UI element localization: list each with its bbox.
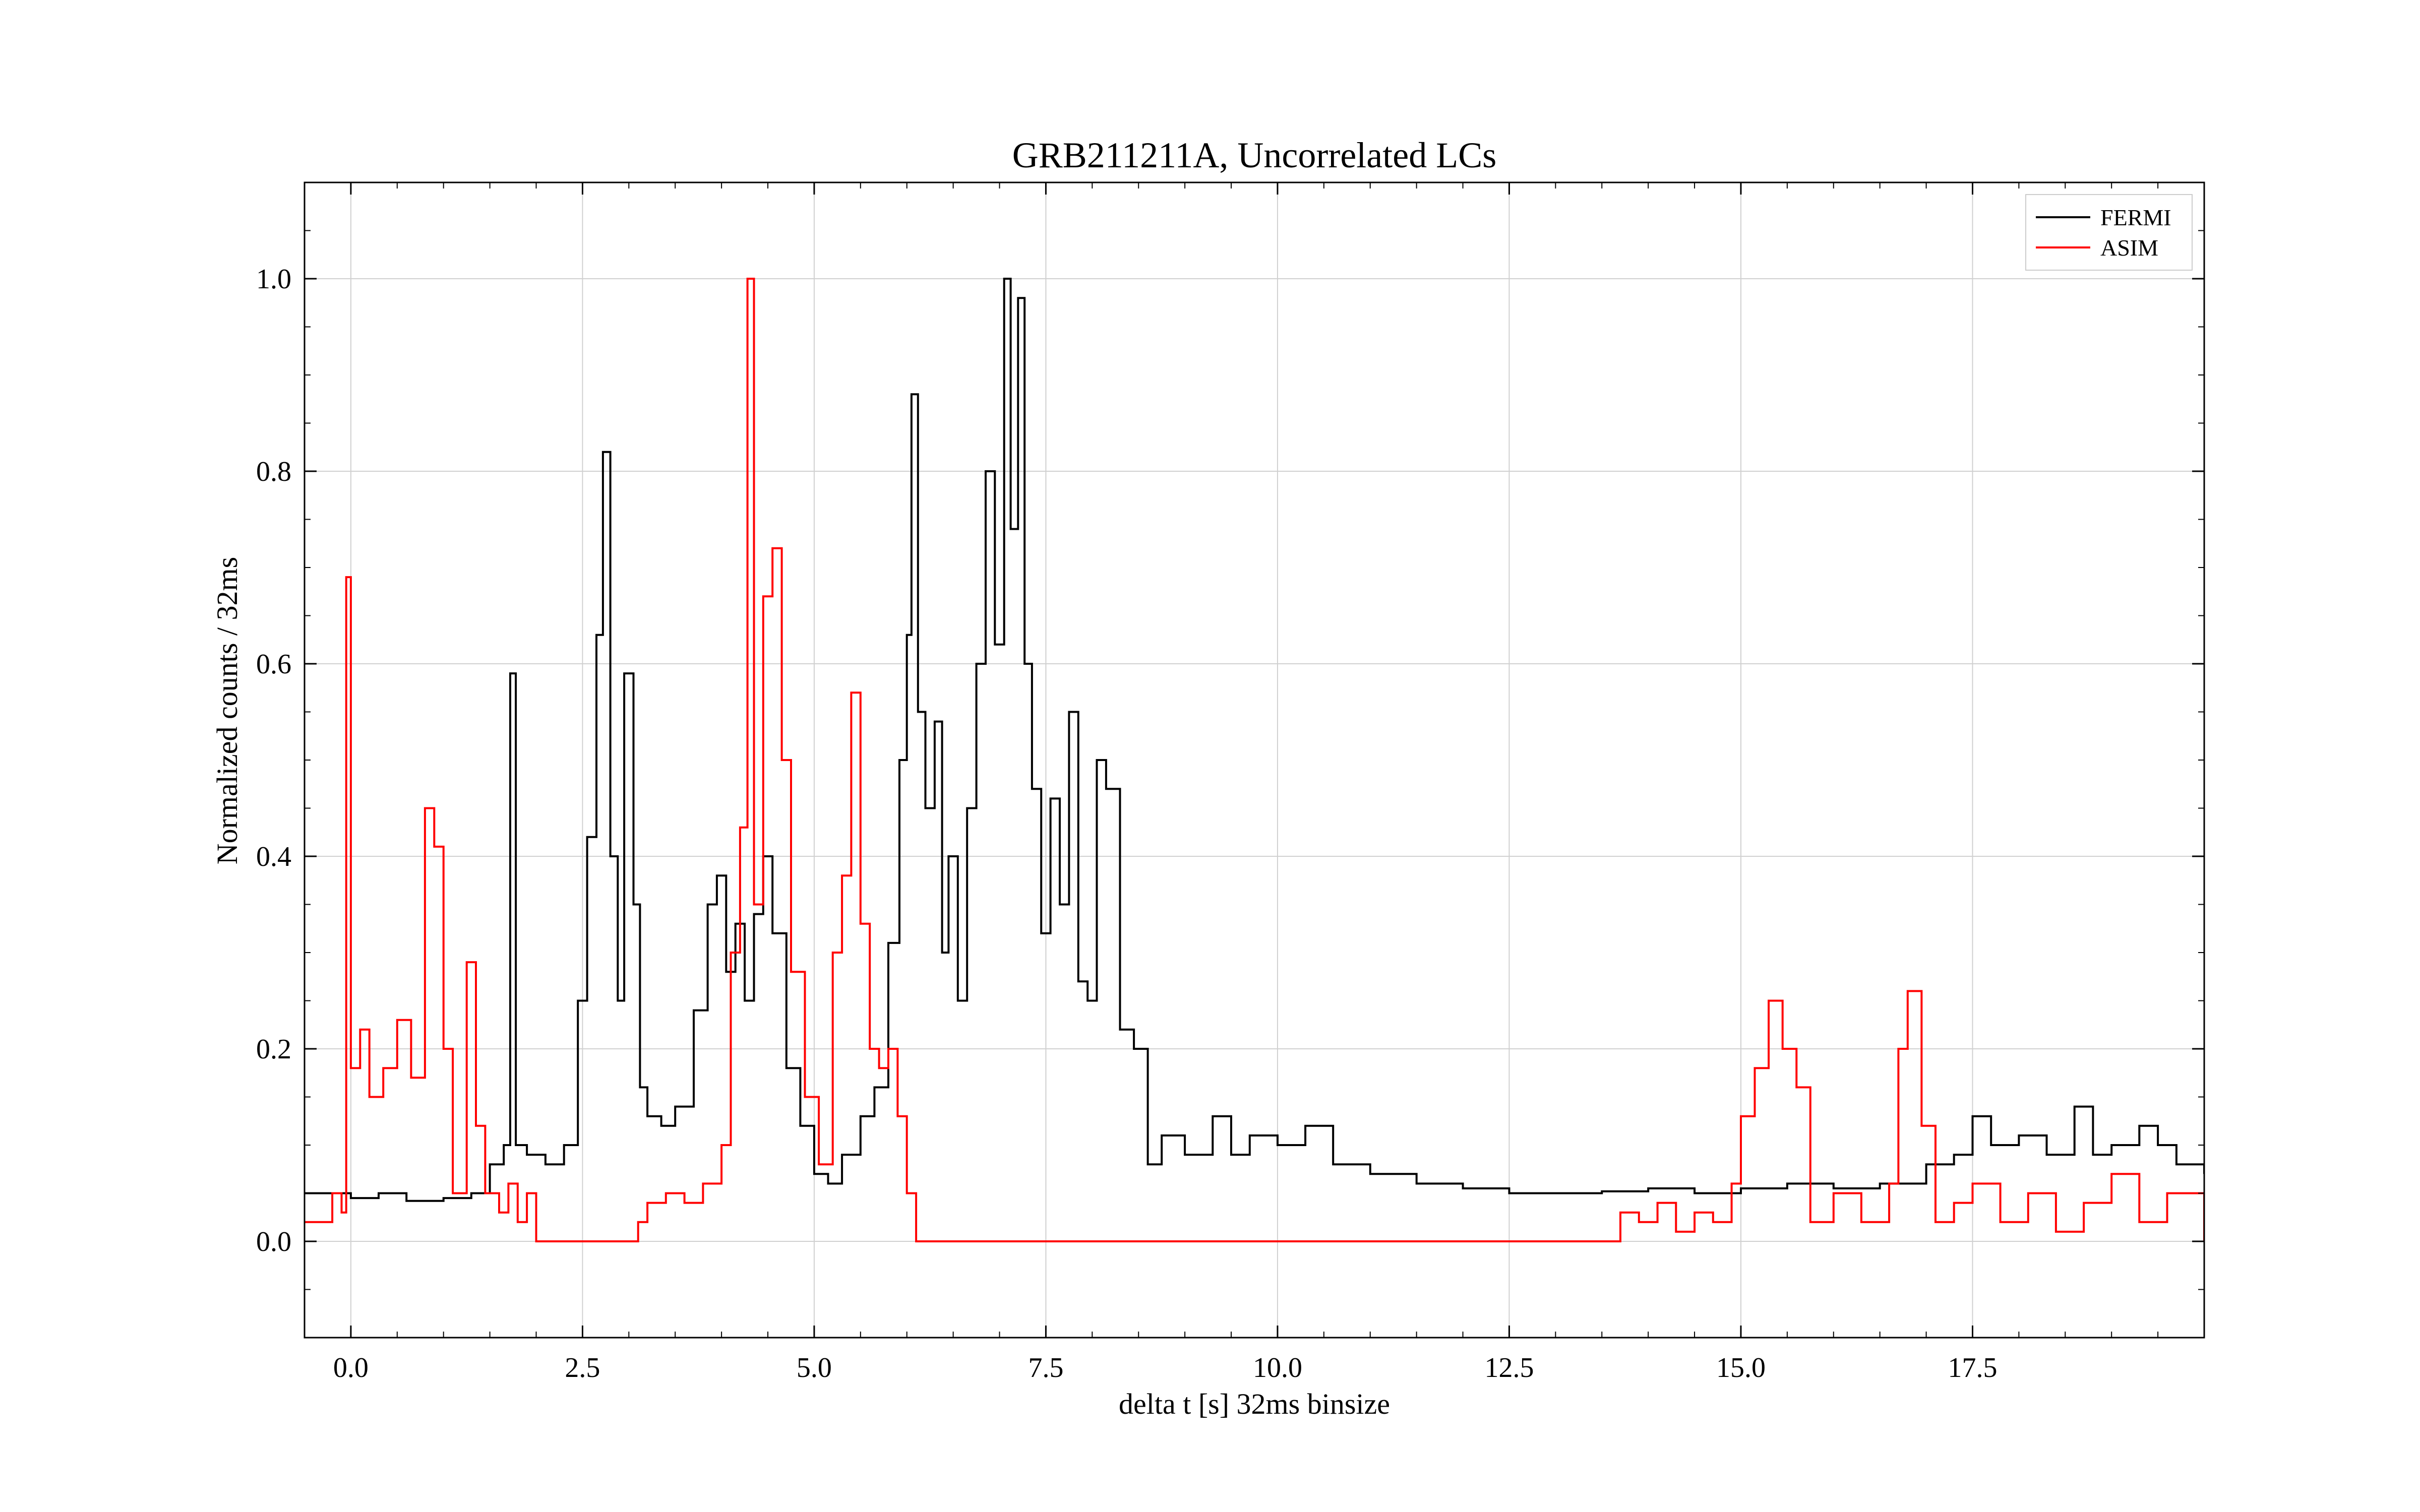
legend-box: [2025, 194, 2193, 271]
plot-series: [305, 278, 2204, 1242]
x-tick-label: 12.5: [1484, 1352, 1534, 1383]
ticks: 0.0 2.5 5.0 7.5 10.0 12.5 15.0 17.5 0.0 0.2 0.4 0.6…: [256, 182, 2205, 1383]
x-tick-label: 10.0: [1253, 1352, 1302, 1383]
plot-area: [305, 278, 2204, 1242]
x-tick-label: 17.5: [1948, 1352, 1997, 1383]
legend-label-asim: ASIM: [2100, 235, 2158, 261]
y-tick-label: 0.4: [256, 841, 291, 872]
x-tick-label: 15.0: [1716, 1352, 1766, 1383]
x-tick-label: 0.0: [333, 1352, 369, 1383]
series-line-asim: [305, 278, 2204, 1242]
y-tick-label: 0.2: [256, 1034, 291, 1065]
y-tick-label: 0.6: [256, 649, 291, 680]
legend-label-fermi: FERMI: [2100, 205, 2171, 230]
y-axis-label: Normalized counts / 32ms: [211, 557, 244, 865]
y-tick-label: 1.0: [256, 264, 291, 295]
x-tick-label: 7.5: [1028, 1352, 1063, 1383]
x-tick-label: 2.5: [565, 1352, 600, 1383]
x-tick-label: 5.0: [797, 1352, 832, 1383]
y-tick-label: 0.0: [256, 1226, 291, 1257]
chart-title: GRB211211A, Uncorrelated LCs: [1012, 135, 1497, 175]
x-axis-label: delta t [s] 32ms binsize: [1119, 1388, 1390, 1420]
y-tick-label: 0.8: [256, 456, 291, 487]
legend: FERMI ASIM: [2025, 194, 2193, 271]
series-line-fermi: [305, 278, 2204, 1202]
